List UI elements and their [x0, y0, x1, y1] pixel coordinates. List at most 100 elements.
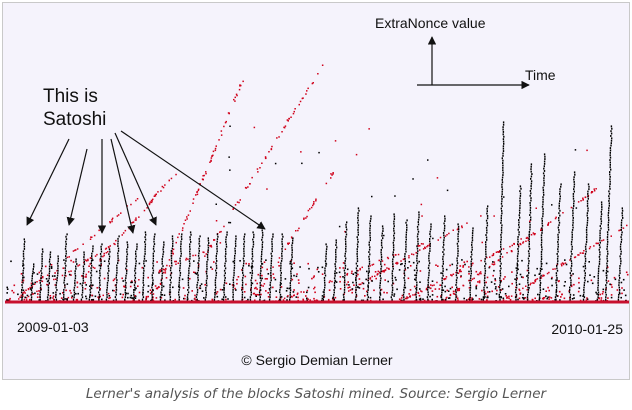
data-point	[90, 269, 93, 272]
data-point	[571, 262, 573, 265]
data-point	[570, 285, 573, 288]
data-point	[541, 227, 543, 230]
data-point	[523, 297, 525, 299]
data-point	[526, 275, 528, 277]
data-point	[369, 232, 371, 234]
data-point	[89, 296, 91, 299]
data-point	[333, 284, 336, 287]
data-point	[607, 280, 610, 282]
data-point	[491, 290, 493, 293]
data-point	[134, 289, 136, 291]
data-point	[63, 293, 65, 296]
data-point	[459, 270, 461, 273]
data-point	[528, 238, 530, 241]
data-point	[348, 286, 351, 288]
data-point	[393, 293, 396, 295]
data-point	[143, 265, 146, 267]
data-point	[543, 174, 545, 177]
data-point	[403, 296, 405, 299]
data-point	[344, 264, 347, 267]
data-point	[170, 250, 173, 252]
data-point	[391, 260, 394, 263]
data-point	[584, 272, 586, 275]
data-point	[598, 255, 601, 258]
data-point	[369, 234, 371, 237]
data-point	[391, 277, 393, 280]
data-point	[431, 294, 434, 296]
data-point	[441, 293, 443, 296]
data-point	[449, 287, 452, 290]
data-point	[559, 197, 561, 200]
data-point	[369, 296, 372, 299]
data-point	[542, 210, 544, 213]
data-point	[390, 296, 392, 299]
data-point	[116, 269, 118, 272]
data-point	[606, 276, 608, 279]
data-point	[607, 212, 610, 214]
data-point	[442, 262, 444, 265]
data-point	[288, 117, 290, 120]
data-point	[97, 296, 99, 298]
data-point	[431, 280, 434, 282]
data-point	[357, 226, 359, 229]
data-point	[259, 296, 261, 299]
data-point	[573, 183, 576, 186]
data-point	[392, 246, 395, 249]
data-point	[162, 271, 165, 274]
data-point	[206, 268, 208, 270]
data-point	[501, 200, 503, 203]
data-point	[152, 255, 155, 257]
data-point	[373, 289, 375, 292]
data-point	[295, 230, 297, 232]
data-point	[429, 233, 431, 235]
data-point	[159, 296, 162, 299]
data-point	[215, 269, 217, 272]
data-point	[82, 279, 85, 282]
data-point	[151, 276, 154, 279]
data-point	[169, 291, 172, 294]
data-point	[470, 263, 472, 265]
data-point	[342, 276, 344, 278]
data-point	[345, 250, 347, 253]
data-point	[261, 243, 263, 246]
data-point	[599, 246, 601, 249]
data-point	[221, 289, 224, 291]
data-point	[250, 293, 252, 296]
data-point	[215, 220, 218, 222]
data-point	[557, 233, 559, 236]
data-point	[585, 299, 588, 301]
data-point	[357, 273, 359, 276]
data-point	[312, 82, 314, 84]
data-point	[6, 299, 8, 301]
data-point	[469, 279, 471, 282]
data-point	[224, 255, 227, 258]
data-point	[532, 299, 534, 301]
data-point	[609, 149, 612, 152]
data-point	[281, 255, 283, 257]
data-point	[369, 229, 371, 232]
data-point	[626, 273, 629, 276]
data-point	[225, 120, 227, 123]
data-point	[475, 287, 478, 290]
data-point	[32, 270, 34, 273]
data-point	[151, 284, 153, 286]
data-point	[74, 282, 76, 284]
data-point	[418, 298, 421, 301]
data-point	[196, 191, 199, 193]
data-point	[30, 284, 33, 287]
data-point	[440, 296, 443, 299]
data-point	[393, 227, 395, 230]
data-point	[235, 235, 237, 238]
data-point	[211, 155, 213, 157]
data-point	[564, 262, 567, 264]
data-point	[335, 260, 337, 263]
data-point	[485, 255, 487, 258]
data-point	[442, 251, 444, 253]
data-point	[404, 274, 406, 277]
data-point	[559, 209, 561, 212]
data-point	[188, 269, 190, 272]
data-point	[573, 188, 575, 191]
data-point	[460, 270, 462, 273]
data-point	[198, 259, 200, 262]
data-point	[68, 273, 71, 276]
